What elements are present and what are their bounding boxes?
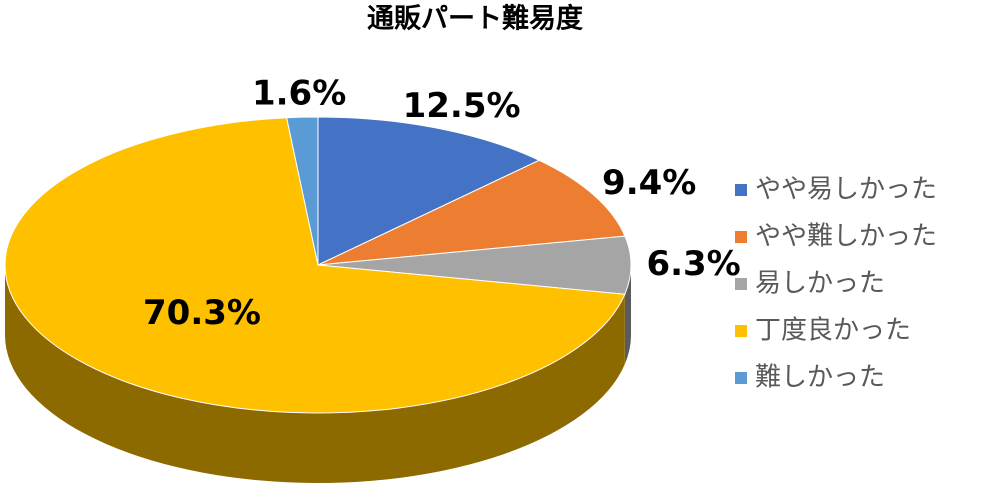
pie-slice: [4, 117, 626, 414]
pie-slice: [286, 116, 319, 266]
legend-swatch: [735, 184, 747, 196]
pie-slice: [317, 235, 632, 295]
legend-label: 難しかった: [755, 363, 885, 393]
pie-slice: [317, 116, 541, 266]
pie-slice: [317, 159, 626, 266]
legend-swatch: [735, 372, 747, 384]
value-label: 12.5%: [403, 86, 521, 126]
chart-title: 通販パート難易度: [367, 3, 583, 35]
value-label: 6.3%: [646, 244, 740, 284]
pie-side: [624, 265, 631, 365]
legend-swatch: [735, 325, 747, 337]
legend-swatch: [735, 231, 747, 243]
legend-label: やや易しかった: [755, 175, 937, 205]
value-label: 9.4%: [602, 163, 696, 203]
legend-swatch: [735, 278, 747, 290]
pie-side: [5, 265, 625, 484]
value-label: 70.3%: [143, 293, 261, 333]
value-label: 1.6%: [252, 74, 346, 114]
legend-label: 丁度良かった: [755, 316, 911, 346]
legend-label: やや難しかった: [755, 222, 937, 252]
legend-label: 易しかった: [755, 269, 885, 299]
